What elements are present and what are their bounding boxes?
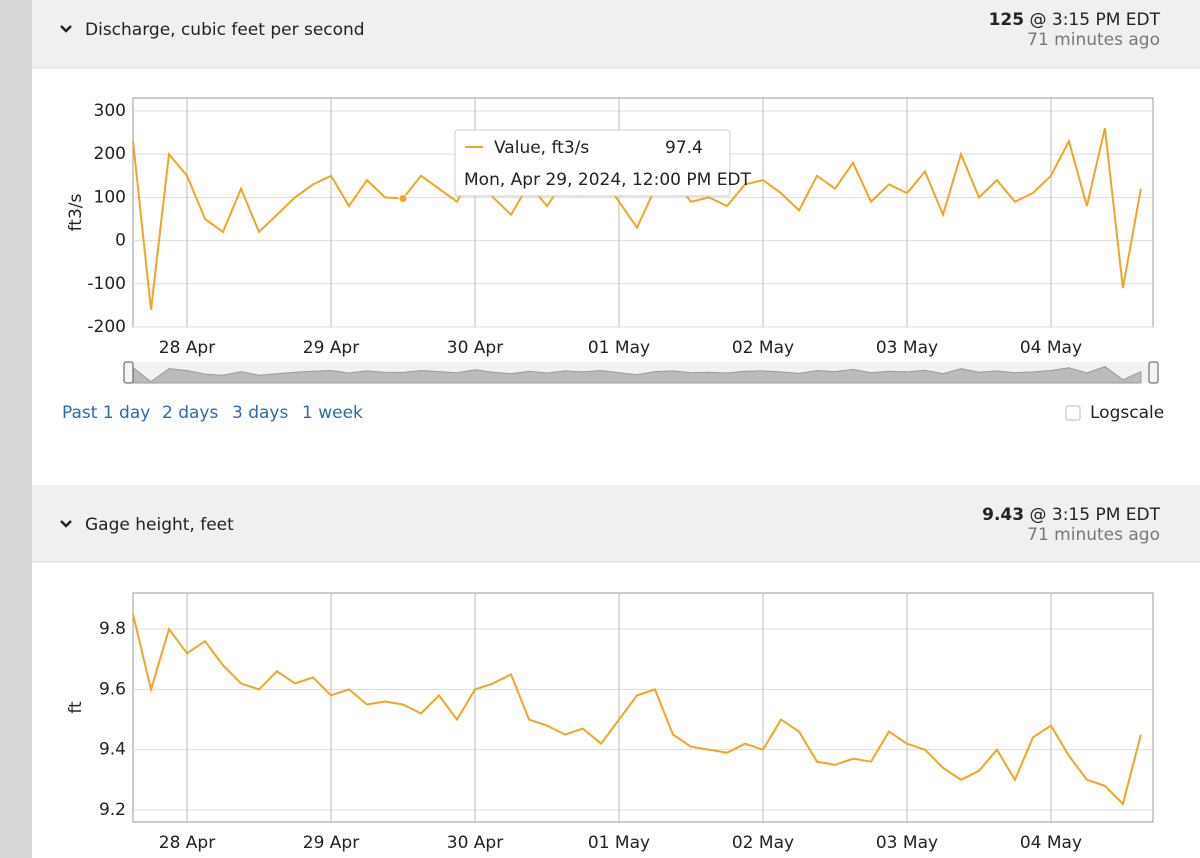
panel-title: Discharge, cubic feet per second (85, 20, 365, 40)
y-axis-label: ft3/s (66, 193, 86, 231)
y-tick-label: 100 (94, 187, 126, 207)
x-tick-label: 03 May (876, 833, 938, 853)
panel-header (32, 485, 1200, 562)
x-tick-label: 03 May (876, 338, 938, 358)
range-button[interactable]: 2 days (162, 403, 218, 423)
latest-time: @ 3:15 PM EDT (1029, 10, 1160, 30)
x-tick-label: 04 May (1020, 338, 1082, 358)
latest-value: 9.43 (982, 505, 1024, 525)
tooltip-series: Value, ft3/s (494, 138, 589, 158)
logscale-label[interactable]: Logscale (1090, 403, 1164, 423)
x-tick-label: 28 Apr (159, 338, 215, 358)
navigator-area (132, 366, 1142, 384)
y-axis-label: ft (66, 701, 86, 714)
tooltip-time: Mon, Apr 29, 2024, 12:00 PM EDT (464, 170, 752, 190)
range-button[interactable]: 3 days (232, 403, 288, 423)
y-tick-label: -200 (87, 317, 126, 337)
latest-time: @ 3:15 PM EDT (1029, 505, 1160, 525)
collapse-icon[interactable] (60, 25, 72, 33)
latest-reading: 9.43 @ 3:15 PM EDT (982, 505, 1160, 525)
latest-age: 71 minutes ago (1027, 30, 1160, 50)
x-tick-label: 04 May (1020, 833, 1082, 853)
logscale-checkbox[interactable] (1065, 405, 1081, 421)
panel-header (32, 0, 1200, 68)
x-tick-label: 01 May (588, 833, 650, 853)
range-button[interactable]: Past 1 day (62, 403, 150, 423)
x-tick-label: 30 Apr (447, 338, 503, 358)
navigator-handle[interactable] (1148, 361, 1159, 384)
sidebar (0, 0, 32, 858)
y-tick-label: 9.8 (99, 619, 126, 639)
range-button[interactable]: 1 week (302, 403, 363, 423)
navigator-handle[interactable] (123, 361, 134, 384)
data-line (132, 127, 1142, 310)
collapse-icon[interactable] (60, 520, 72, 528)
x-tick-label: 29 Apr (303, 833, 359, 853)
x-tick-label: 01 May (588, 338, 650, 358)
tooltip-value: 97.4 (665, 138, 703, 158)
latest-age: 71 minutes ago (1027, 525, 1160, 545)
x-tick-label: 02 May (732, 833, 794, 853)
panel-title: Gage height, feet (85, 515, 234, 535)
y-tick-label: -100 (87, 274, 126, 294)
tooltip (454, 129, 731, 197)
latest-reading: 125 @ 3:15 PM EDT (989, 10, 1161, 30)
data-line (132, 613, 1142, 806)
y-tick-label: 300 (94, 101, 126, 121)
y-tick-label: 9.4 (99, 740, 126, 760)
x-tick-label: 29 Apr (303, 338, 359, 358)
latest-value: 125 (989, 10, 1025, 30)
y-tick-label: 9.6 (99, 679, 126, 699)
x-tick-label: 28 Apr (159, 833, 215, 853)
y-tick-label: 0 (115, 231, 126, 251)
y-tick-label: 9.2 (99, 800, 126, 820)
x-tick-label: 30 Apr (447, 833, 503, 853)
navigator (123, 361, 1159, 384)
y-tick-label: 200 (94, 144, 126, 164)
x-tick-label: 02 May (732, 338, 794, 358)
hover-point (398, 194, 408, 204)
plot-area (132, 592, 1154, 823)
